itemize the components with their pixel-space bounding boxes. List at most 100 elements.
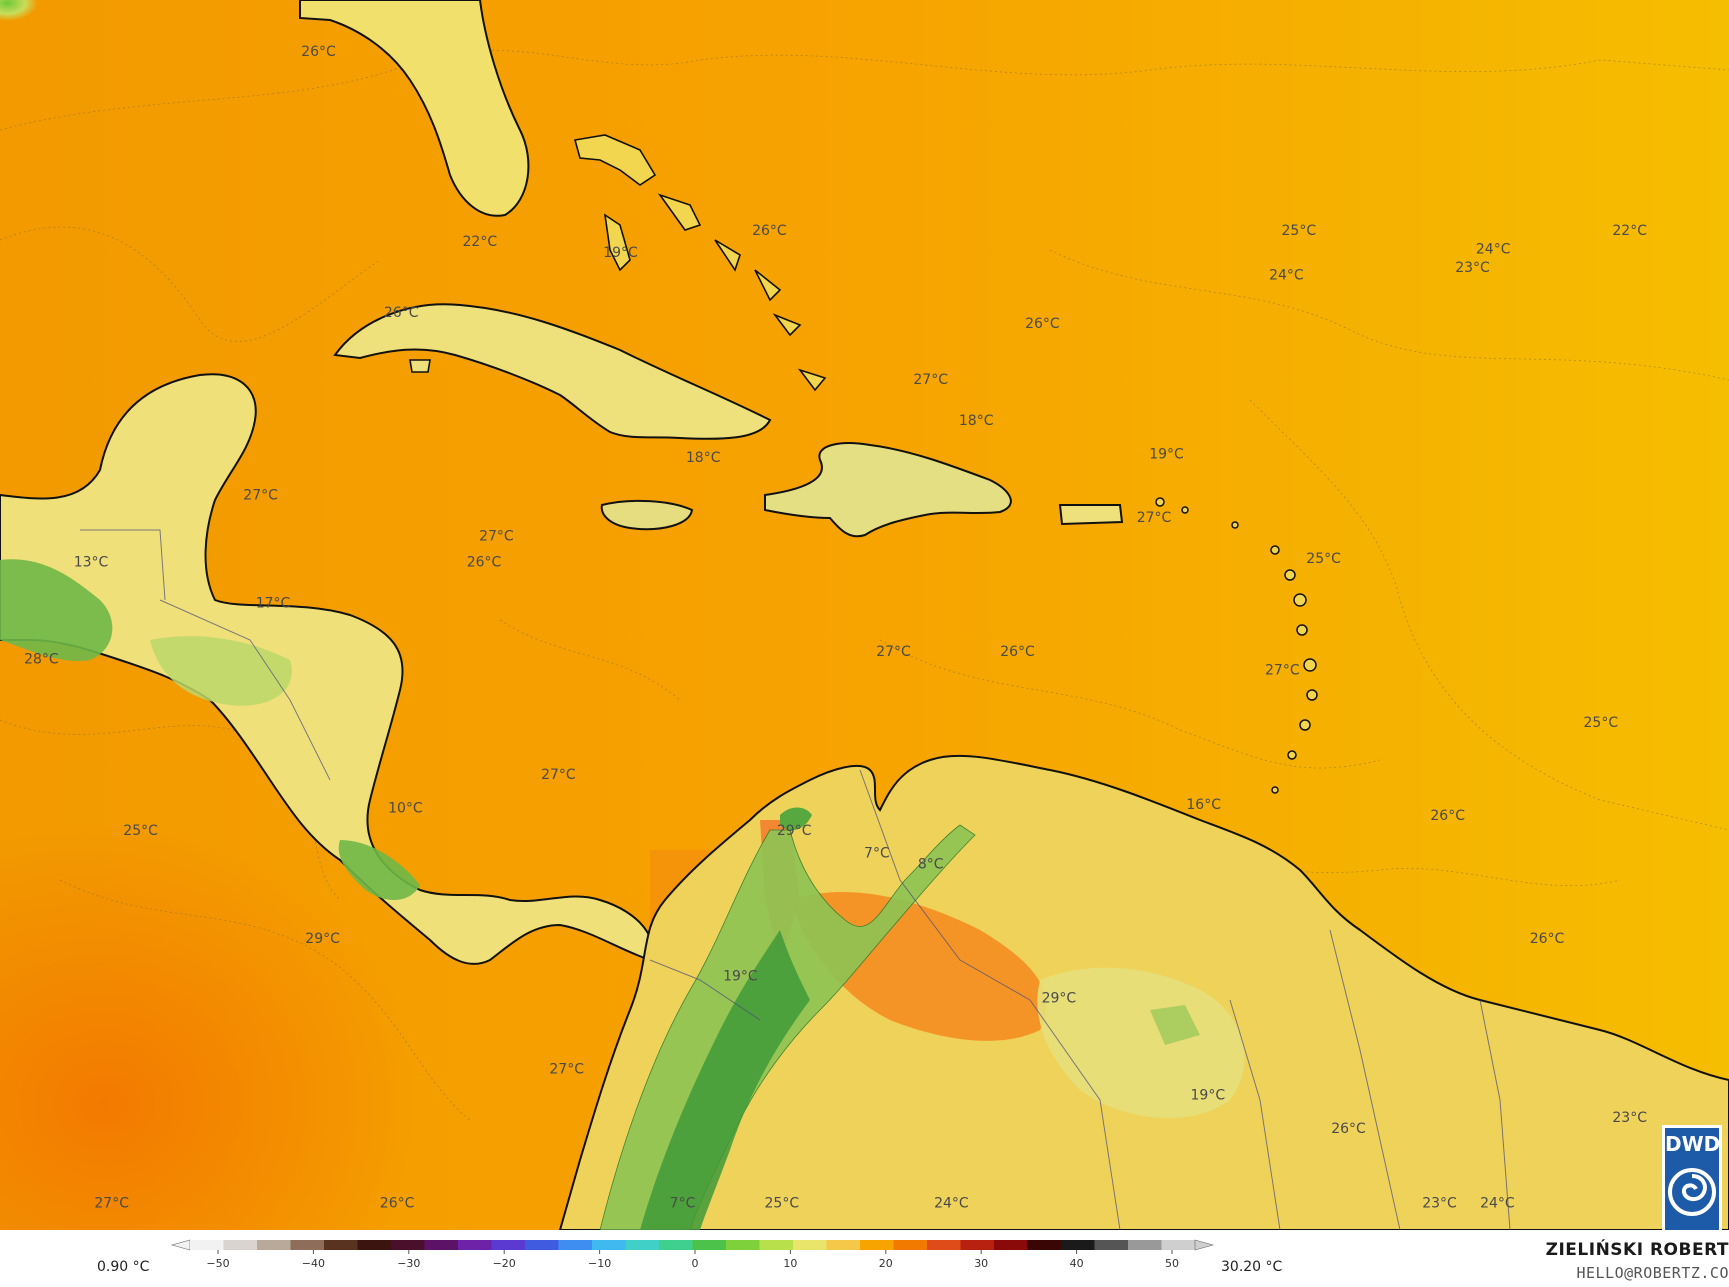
colorbar-tick-label: 30: [974, 1257, 988, 1270]
temperature-label: 18°C: [686, 450, 721, 466]
andes-core: [640, 930, 810, 1230]
temperature-label: 24°C: [1269, 268, 1304, 284]
colorbar-segment: [759, 1240, 794, 1250]
colorbar-tick-label: −50: [206, 1257, 229, 1270]
temperature-label: 23°C: [1455, 260, 1490, 276]
colorbar-max-label: 30.20 °C: [1221, 1259, 1283, 1275]
colorbar-segment: [1027, 1240, 1062, 1250]
guiana-highlands: [1037, 967, 1245, 1119]
dwd-logo-text: DWD: [1665, 1132, 1721, 1156]
jamaica: [600, 499, 694, 531]
florida: [299, 0, 530, 217]
colorbar-segment: [692, 1240, 727, 1250]
temperature-label: 26°C: [1430, 808, 1465, 824]
temperature-label: 18°C: [959, 413, 994, 429]
colorbar-segment: [592, 1240, 627, 1250]
temperature-label: 27°C: [1137, 510, 1172, 526]
colorbar: −50 −40 −30 −20 −10 0 10 20 30 40 50: [170, 1239, 1215, 1270]
temperature-label: 26°C: [1530, 931, 1565, 947]
colorbar-tick-label: 0: [692, 1257, 699, 1270]
temperature-label: 26°C: [752, 223, 787, 239]
colorbar-segment: [1161, 1240, 1196, 1250]
colorbar-segment: [525, 1240, 560, 1250]
colorbar-segment: [391, 1240, 426, 1250]
colorbar-tick-label: −20: [493, 1257, 516, 1270]
colorbar-segment: [223, 1240, 258, 1250]
colorbar-segment: [1128, 1240, 1163, 1250]
temperature-map: 26°C 22°C 19°C 26°C 26°C 26°C 27°C 18°C 18°C 19°C…: [0, 0, 1729, 1230]
colorbar-segment: [860, 1240, 895, 1250]
temperature-label: 17°C: [256, 596, 291, 612]
temperature-label: 26°C: [301, 44, 336, 60]
hispaniola: [764, 442, 1012, 538]
colorbar-segment: [994, 1240, 1029, 1250]
temperature-label: 16°C: [1186, 797, 1221, 813]
colorbar-segment: [257, 1240, 292, 1250]
temperature-label: 26°C: [1331, 1121, 1366, 1137]
colorbar-tick-label: −10: [588, 1257, 611, 1270]
temperature-label: 26°C: [1000, 644, 1035, 660]
colorbar-segment: [826, 1240, 861, 1250]
temperature-label: 25°C: [765, 1196, 800, 1212]
colorbar-segment: [927, 1240, 962, 1250]
cool-northwest-zone: [0, 0, 250, 150]
author-name: ZIELIŃSKI ROBERT: [1545, 1240, 1729, 1260]
temperature-label: 27°C: [549, 1062, 584, 1078]
colorbar-segment: [726, 1240, 761, 1250]
temperature-label: 7°C: [864, 845, 890, 861]
temperature-label: 27°C: [876, 644, 911, 660]
temperature-label: 25°C: [1584, 715, 1619, 731]
colorbar-segment: [357, 1240, 392, 1250]
guiana-peak: [1150, 1005, 1200, 1045]
colorbar-segment: [458, 1240, 493, 1250]
temperature-label: 24°C: [934, 1196, 969, 1212]
temperature-label: 23°C: [1612, 1110, 1647, 1126]
colorbar-tick-label: 10: [783, 1257, 797, 1270]
bahamas: [573, 134, 827, 392]
sierra-nevada: [780, 807, 812, 831]
temperature-label: 19°C: [1149, 447, 1184, 463]
colorbar-tick-label: 20: [879, 1257, 893, 1270]
temperature-label: 28°C: [24, 652, 59, 668]
temperature-label: 26°C: [380, 1196, 415, 1212]
spiral-icon: [1668, 1168, 1716, 1216]
colorbar-tick-label: −30: [397, 1257, 420, 1270]
temperature-label: 22°C: [463, 234, 498, 250]
guatemala-highlands: [0, 559, 113, 661]
temperature-label: 27°C: [243, 488, 278, 504]
temperature-label: 27°C: [913, 372, 948, 388]
colorbar-segment: [290, 1240, 325, 1250]
temperature-label: 27°C: [479, 529, 514, 545]
temperature-label: 26°C: [384, 305, 419, 321]
temperature-label: 19°C: [1191, 1088, 1226, 1104]
temperature-label: 27°C: [94, 1196, 129, 1212]
temperature-label: 25°C: [123, 823, 158, 839]
colorbar-segment: [793, 1240, 828, 1250]
colorbar-segment: [424, 1240, 459, 1250]
temperature-label: 29°C: [305, 931, 340, 947]
colorbar-max-arrow: [1194, 1239, 1215, 1251]
borders: [80, 529, 1511, 1230]
temperature-label: 19°C: [723, 968, 758, 984]
honduras-highlands: [150, 636, 292, 706]
temperature-label: 27°C: [541, 767, 576, 783]
temperature-label: 25°C: [1306, 551, 1341, 567]
colorbar-segment: [960, 1240, 995, 1250]
colorbar-min-arrow: [170, 1239, 191, 1251]
temperature-label: 25°C: [1282, 223, 1317, 239]
colorbar-segment: [190, 1240, 225, 1250]
temperature-label: 13°C: [74, 555, 109, 571]
isla-de-la-juventud: [409, 359, 431, 373]
colorbar-segment: [558, 1240, 593, 1250]
puerto-rico: [1058, 504, 1124, 526]
colorbar-segment: [1094, 1240, 1129, 1250]
temperature-label: 26°C: [1025, 316, 1060, 332]
colorbar-segment: [491, 1240, 526, 1250]
costa-rica-highlands: [338, 840, 420, 900]
colorbar-tick-label: 50: [1165, 1257, 1179, 1270]
temperature-label: 8°C: [918, 857, 944, 873]
colorbar-min-label: 0.90 °C: [97, 1259, 150, 1275]
colorbar-segment: [625, 1240, 660, 1250]
temperature-label: 10°C: [388, 801, 423, 817]
author-email: HELLO@ROBERTZ.CO: [1576, 1264, 1729, 1282]
